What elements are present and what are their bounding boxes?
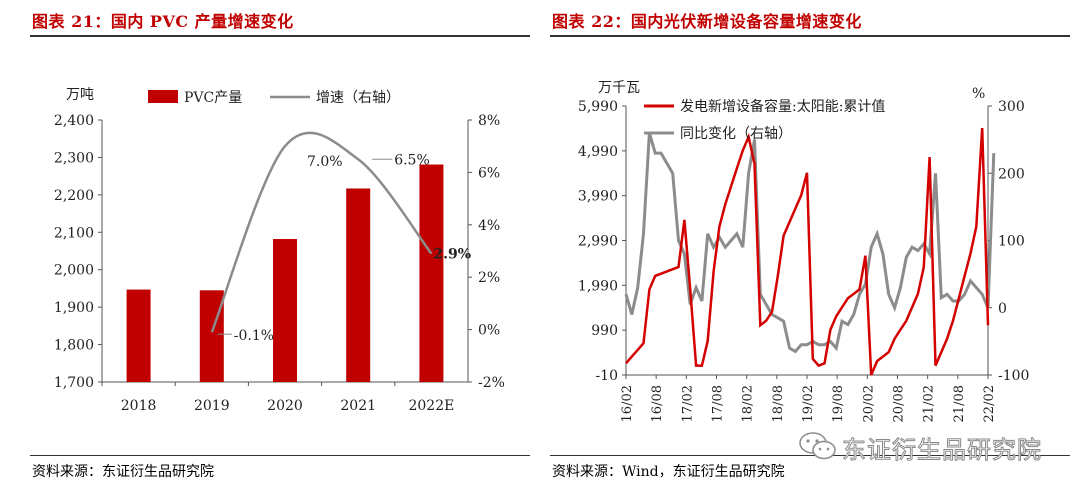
legend-label-bar: PVC产量 [184, 90, 242, 106]
y-tick-label: 990 [591, 323, 618, 339]
right-source-note: 资料来源：Wind，东证衍生品研究院 [552, 464, 785, 480]
y-tick-label: 2,400 [54, 113, 94, 129]
x-tick-label: 18/08 [771, 385, 786, 422]
left-chart-title: 图表 21：国内 PVC 产量增速变化 [32, 12, 294, 31]
data-label-2022E: 2.9% [433, 247, 471, 263]
data-label-2021: 6.5% [394, 152, 430, 168]
y2-tick-label: -2% [478, 375, 505, 391]
x-tick-label: 19/02 [801, 385, 816, 422]
yoy-change-line [624, 132, 996, 354]
right-panel: 图表 22：国内光伏新增设备容量增速变化 -10 990 1,990 2,990 3,9… [540, 0, 1080, 499]
watermark: 东证衍生品研究院 [790, 428, 1060, 465]
x-tick-label: 21/08 [952, 385, 967, 422]
y2-tick-label: 100 [998, 234, 1025, 250]
y-tick-label: 3,990 [578, 189, 618, 205]
y-tick-label: 5,990 [578, 99, 618, 115]
y-tick-label: 1,800 [54, 338, 94, 354]
y-tick-label: 2,100 [54, 225, 94, 241]
x-tick-label: 2022E [408, 398, 454, 414]
x-tick-label: 2018 [121, 398, 157, 414]
left-panel: 图表 21：国内 PVC 产量增速变化 1,700 1,800 1,900 2,000… [30, 12, 530, 480]
x-tick-label: 16/08 [650, 385, 665, 422]
x-tick-label: 22/02 [982, 385, 997, 422]
y-tick-label: 1,700 [54, 375, 94, 391]
solar-capacity-line [625, 127, 990, 376]
y2-tick-label: 4% [478, 218, 500, 234]
y-tick-label: 2,200 [54, 188, 94, 204]
bar-2022E [419, 164, 444, 382]
x-tick-label: 16/02 [620, 385, 635, 422]
left-title-rule [30, 35, 530, 37]
y-tick-label: -10 [595, 368, 618, 384]
x-tick-label: 2021 [340, 398, 376, 414]
wechat-icon [799, 432, 836, 460]
legend-label-red: 发电新增设备容量:太阳能:累计值 [680, 98, 885, 115]
x-tick-label: 18/02 [741, 385, 756, 422]
y-tick-label: 2,300 [54, 150, 94, 166]
solar-chart: -10 990 1,990 2,990 3,990 4,990 5,990 -100 0 100 2… [578, 80, 1030, 422]
x-tick-label: 20/02 [861, 385, 876, 422]
right-title-rule [550, 35, 1070, 37]
y-tick-label: 2,990 [578, 234, 618, 250]
left-source-rule [30, 455, 530, 456]
y2-tick-label: 200 [998, 166, 1025, 182]
right-chart-title: 图表 22：国内光伏新增设备容量增速变化 [552, 12, 862, 31]
left-source-note: 资料来源：东证衍生品研究院 [32, 464, 214, 480]
y2-tick-label: 0 [998, 301, 1007, 317]
bar-2021 [346, 188, 371, 382]
bar-2018 [126, 289, 151, 382]
bar-2020 [273, 239, 297, 382]
pvc-chart: 1,700 1,800 1,900 2,000 2,100 2,200 2,300 2,400… [54, 87, 505, 414]
y-tick-label: 1,990 [578, 278, 618, 294]
bar-2019 [199, 290, 224, 382]
y2-tick-label: 300 [998, 99, 1025, 115]
x-tick-label: 19/08 [831, 385, 846, 422]
y2-tick-label: 6% [478, 165, 500, 181]
legend-label-line: 增速（右轴） [316, 90, 400, 106]
left-unit-label: 万吨 [66, 87, 94, 103]
x-tick-label: 17/08 [711, 385, 726, 422]
x-tick-label: 2019 [194, 398, 230, 414]
left-unit-label: 万千瓦 [598, 80, 640, 96]
legend-swatch-bar [148, 90, 178, 103]
x-tick-label: 21/02 [922, 385, 937, 422]
growth-line [210, 131, 433, 333]
data-label-2020: 7.0% [307, 154, 343, 170]
y2-tick-label: 8% [478, 113, 500, 129]
y2-tick-label: -100 [998, 368, 1029, 384]
y-tick-label: 1,900 [54, 300, 94, 316]
data-label-2019: -0.1% [234, 328, 274, 344]
x-tick-label: 17/02 [680, 385, 695, 422]
right-source-rule [550, 455, 1070, 456]
y-tick-label: 2,000 [54, 263, 94, 279]
y-tick-label: 4,990 [578, 144, 618, 160]
legend-label-gray: 同比变化（右轴） [680, 126, 792, 142]
y2-tick-label: 2% [478, 270, 500, 286]
x-tick-label: 2020 [267, 398, 303, 414]
watermark-text: 东证衍生品研究院 [842, 436, 1042, 465]
x-tick-label: 20/08 [892, 385, 907, 422]
y2-tick-label: 0% [478, 323, 500, 339]
right-unit-label: % [972, 86, 985, 102]
